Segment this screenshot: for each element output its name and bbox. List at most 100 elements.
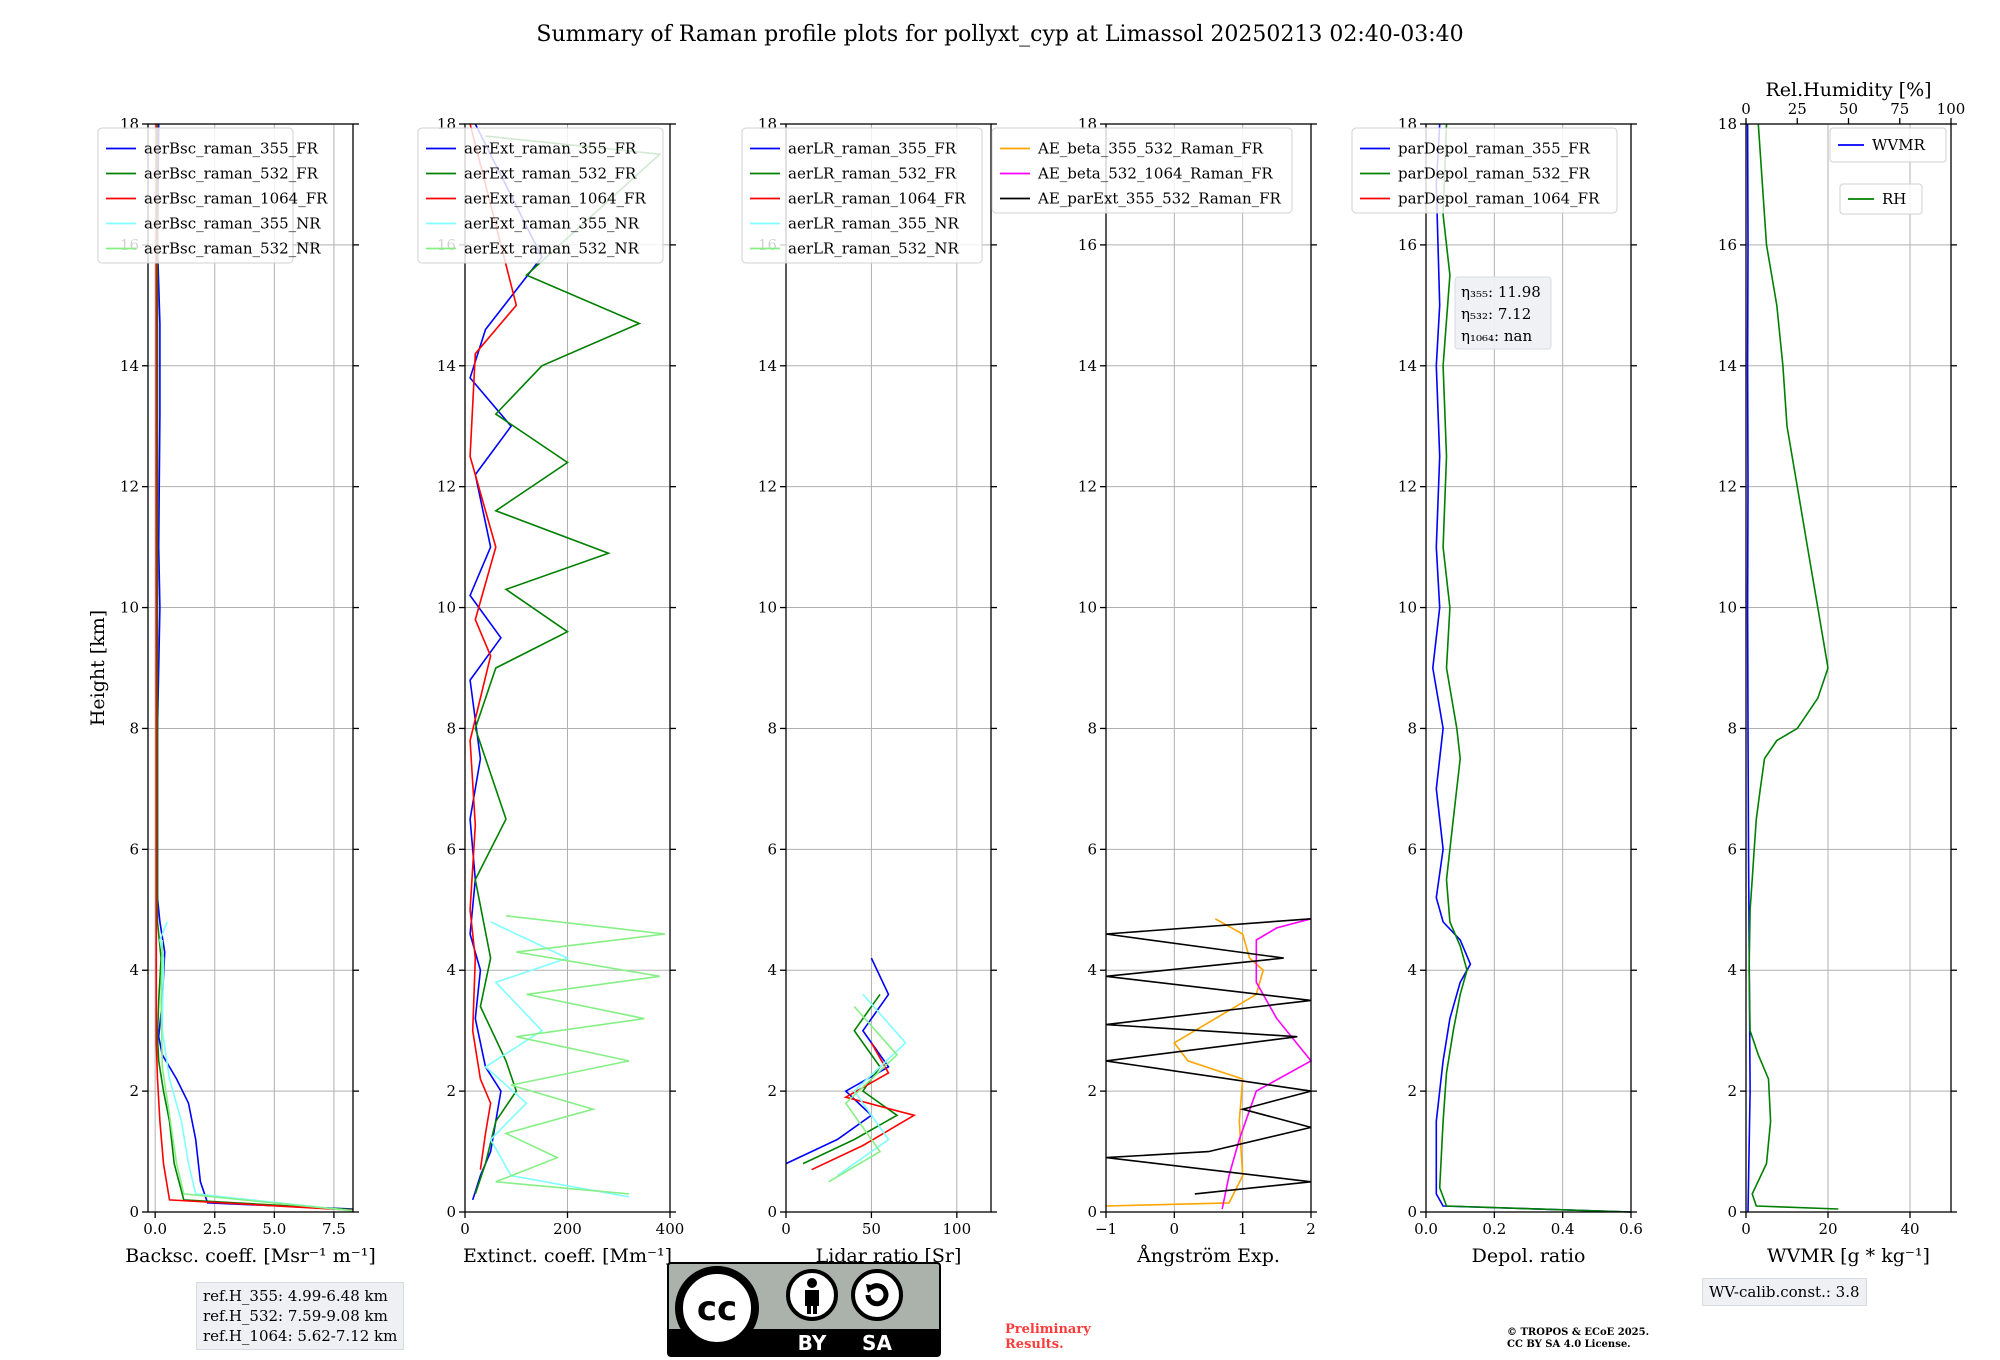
x-axis-label: Depol. ratio	[1472, 1245, 1586, 1267]
x-tick-label: 0.0	[1414, 1220, 1438, 1238]
y-tick-label: 2	[1727, 1082, 1737, 1100]
y-tick-label: 4	[1407, 961, 1417, 979]
series-line-aerLR_raman_355_FR	[785, 957, 890, 1165]
x-tick-label: 0.6	[1619, 1220, 1643, 1238]
y-tick-label: 8	[767, 719, 777, 737]
y-tick-label: 2	[129, 1082, 139, 1100]
y-tick-label: 6	[1407, 840, 1417, 858]
legend-label: aerBsc_raman_1064_FR	[144, 190, 328, 208]
y-tick-label: 8	[446, 719, 456, 737]
legend-box	[417, 127, 664, 264]
ref-height-532: ref.H_532: 7.59-9.08 km	[203, 1307, 388, 1325]
y-tick-label: 2	[1087, 1082, 1097, 1100]
preliminary-line-1: Preliminary	[1005, 1322, 1091, 1337]
legend-label: aerBsc_raman_355_NR	[144, 215, 321, 233]
x-tick-label: 200	[553, 1220, 582, 1238]
x2-tick-label: 100	[1937, 100, 1966, 118]
y-tick-label: 0	[1407, 1203, 1417, 1221]
y-tick-label: 8	[1087, 719, 1097, 737]
legend-label: AE_beta_532_1064_Raman_FR	[1037, 165, 1273, 183]
y-tick-label: 0	[1087, 1203, 1097, 1221]
x-tick-label: 2.5	[203, 1220, 227, 1238]
y-tick-label: 0	[129, 1203, 139, 1221]
y-tick-label: 14	[437, 357, 456, 375]
y-tick-label: 14	[1398, 357, 1417, 375]
x2-tick-label: 25	[1788, 100, 1807, 118]
y-tick-label: 10	[1718, 599, 1737, 617]
y-tick-label: 16	[1398, 236, 1417, 254]
y-tick-label: 12	[120, 478, 139, 496]
badge-sa-label: SA	[862, 1331, 892, 1355]
x-tick-label: 7.5	[322, 1220, 346, 1238]
series-line-AE_beta_532_1064_Raman_FR	[1221, 918, 1313, 1210]
x2-tick-label: 50	[1839, 100, 1858, 118]
plot-frame	[147, 123, 354, 1213]
y-tick-label: 14	[758, 357, 777, 375]
x-tick-label: 20	[1818, 1220, 1837, 1238]
y-tick-label: 6	[446, 840, 456, 858]
preliminary-line-2: Results.	[1005, 1337, 1064, 1352]
series-line-aerExt_raman_355_FR	[469, 123, 543, 1201]
y-tick-label: 6	[1087, 840, 1097, 858]
ref-height-1064: ref.H_1064: 5.62-7.12 km	[203, 1327, 398, 1345]
y-tick-label: 6	[1727, 840, 1737, 858]
y-tick-label: 10	[758, 599, 777, 617]
y-tick-label: 4	[446, 961, 456, 979]
x-tick-label: 2	[1306, 1220, 1316, 1238]
x-tick-label: 400	[656, 1220, 685, 1238]
legend-box	[97, 127, 294, 264]
legend-label: aerExt_raman_532_FR	[464, 165, 637, 183]
legend-label: aerLR_raman_532_NR	[788, 240, 959, 258]
series-line-aerLR_raman_1064_FR	[811, 1042, 917, 1171]
cc-by-sa-badge: cc BY SA	[667, 1262, 941, 1357]
x-tick-label: 0.0	[143, 1220, 167, 1238]
x2-tick-label: 0	[1741, 100, 1751, 118]
y-tick-label: 12	[1078, 478, 1097, 496]
series-line-aerExt_raman_532_FR	[474, 135, 662, 1195]
x2-axis-label: Rel.Humidity [%]	[1765, 79, 1931, 101]
y-tick-label: 14	[1078, 357, 1097, 375]
y-tick-label: 14	[1718, 357, 1737, 375]
copyright-line-1: © TROPOS & ECoE 2025.	[1507, 1327, 1650, 1338]
series-line-aerBsc_raman_355_FR	[156, 123, 354, 1210]
x-tick-label: 100	[943, 1220, 972, 1238]
annotation-text: η₁₀₆₄: nan	[1461, 327, 1532, 345]
legend-box	[1829, 127, 1947, 163]
x-axis-label: Extinct. coeff. [Mm⁻¹]	[463, 1245, 672, 1267]
legend-label: aerBsc_raman_532_NR	[144, 240, 321, 258]
y-tick-label: 0	[1727, 1203, 1737, 1221]
y-tick-label: 6	[129, 840, 139, 858]
x-tick-label: 40	[1900, 1220, 1919, 1238]
series-line-aerLR_raman_355_NR	[836, 993, 907, 1177]
legend-label: aerLR_raman_355_FR	[788, 140, 957, 158]
reference-heights-box: ref.H_355: 4.99-6.48 km ref.H_532: 7.59-…	[196, 1282, 405, 1350]
series-line-RH	[1748, 123, 1839, 1210]
x-axis-label: WVMR [g * kg⁻¹]	[1767, 1245, 1930, 1267]
x-axis-label: Backsc. coeff. [Msr⁻¹ m⁻¹]	[125, 1245, 376, 1267]
series-line-parDepol_raman_532_FR	[1438, 123, 1632, 1213]
y-tick-label: 10	[1078, 599, 1097, 617]
series-line-WVMR	[1746, 123, 1751, 1213]
x-tick-label: 0	[1170, 1220, 1180, 1238]
y-tick-label: 4	[767, 961, 777, 979]
legend-label: parDepol_raman_532_FR	[1398, 165, 1591, 183]
y-tick-label: 12	[437, 478, 456, 496]
legend-label: AE_beta_355_532_Raman_FR	[1037, 140, 1264, 158]
legend-label: aerLR_raman_532_FR	[788, 165, 957, 183]
legend-label: aerExt_raman_355_FR	[464, 140, 637, 158]
plot-frame	[785, 123, 992, 1213]
series-line-aerLR_raman_532_FR	[802, 993, 899, 1165]
legend-label: RH	[1882, 190, 1906, 208]
plot-frame	[1105, 123, 1312, 1213]
x-tick-label: 0.2	[1482, 1220, 1506, 1238]
series-line-AE_parExt_355_532_Raman_FR	[1105, 918, 1312, 1195]
legend-label: AE_parExt_355_532_Raman_FR	[1037, 190, 1282, 208]
chart-panel-3: 024681012141618050100Lidar ratio [Sr]aer…	[741, 115, 997, 1267]
y-tick-label: 10	[120, 599, 139, 617]
y-tick-label: 8	[129, 719, 139, 737]
series-line-aerBsc_raman_355_NR	[159, 921, 354, 1212]
